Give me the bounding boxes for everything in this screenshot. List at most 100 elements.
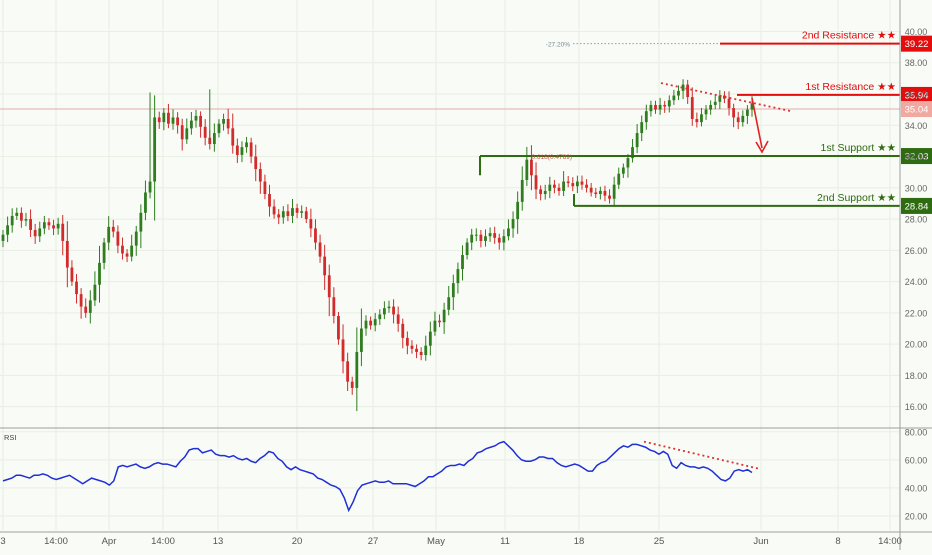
rsi-label: RSI (4, 433, 17, 442)
level-value-text: 35.94 (905, 90, 929, 101)
candle-body (635, 133, 639, 148)
candle-body (589, 187, 593, 193)
candle-body (580, 181, 584, 185)
candle-body (189, 120, 193, 129)
candle-body (153, 117, 157, 182)
candle-body (387, 306, 391, 309)
candle-body (557, 187, 561, 191)
candle-body (405, 337, 409, 346)
candle-body (258, 169, 262, 182)
candle-body (553, 184, 556, 188)
candle-body (658, 104, 662, 110)
candle-body (424, 345, 428, 356)
candle-body (212, 133, 216, 145)
candle-body (474, 234, 478, 236)
candle-body (736, 117, 740, 123)
candle-body (130, 245, 134, 257)
candle-body (346, 361, 350, 382)
candle-body (608, 195, 611, 199)
level-value-text: 32.03 (905, 152, 929, 163)
time-tick-label: 14:00 (44, 536, 68, 547)
price-tick-label: 40.00 (905, 27, 928, 37)
candle-body (631, 147, 634, 159)
candle-body (300, 211, 304, 213)
candle-body (369, 320, 373, 326)
candle-body (318, 242, 322, 257)
candle-body (65, 240, 69, 268)
candle-body (19, 212, 23, 221)
candle-body (507, 228, 510, 237)
candle-body (10, 215, 14, 226)
candle-body (727, 98, 731, 109)
candle-body (470, 234, 474, 243)
candle-body (603, 190, 607, 196)
candle-body (663, 104, 667, 107)
candle-body (281, 211, 285, 218)
candle-body (392, 306, 395, 315)
candle-body (644, 111, 648, 123)
candle-body (1, 234, 5, 241)
time-tick-label: 3 (0, 536, 5, 547)
candle-body (373, 319, 377, 326)
candle-body (277, 214, 281, 218)
price-tick-label: 16.00 (905, 402, 928, 412)
current-price-tag (901, 100, 932, 117)
candle-body (6, 225, 9, 235)
candle-body (176, 117, 180, 126)
price-tick-label: 28.00 (905, 215, 928, 225)
candle-body (700, 114, 703, 123)
candle-body (203, 126, 207, 138)
price-tick-label: 30.00 (905, 183, 928, 193)
candle-body (451, 283, 455, 298)
candle-body (332, 297, 336, 316)
candle-body (56, 223, 60, 229)
candle-body (640, 122, 644, 134)
rsi-tick-label: 60.00 (905, 455, 928, 465)
candle-body (364, 320, 368, 329)
candle-body (93, 284, 97, 301)
level-value-tag (901, 86, 932, 103)
candle-body (497, 237, 501, 243)
rsi-panel: RSI (0, 427, 932, 513)
candle-body (672, 95, 676, 101)
candle-body (520, 179, 524, 202)
candle-body (194, 115, 198, 121)
candle-body (401, 323, 405, 338)
candle-body (272, 206, 276, 215)
candle-body (235, 145, 239, 155)
candlestick-series (1, 79, 754, 412)
candle-body (534, 175, 538, 190)
candle-body (263, 181, 267, 195)
candle-body (309, 219, 313, 229)
candle-body (667, 100, 671, 107)
candle-body (254, 156, 258, 170)
down-arrow-shaft (751, 97, 763, 149)
time-tick-label: 27 (368, 536, 379, 547)
candle-body (107, 226, 111, 243)
time-tick-label: May (427, 536, 445, 547)
candle-body (598, 190, 602, 195)
rsi-line (2, 440, 753, 513)
candle-body (750, 103, 754, 110)
time-tick-label: Jun (753, 536, 768, 547)
time-tick-label: 8 (835, 536, 840, 547)
candle-body (612, 184, 616, 199)
candle-body (493, 233, 497, 238)
price-tick-label: 24.00 (905, 277, 928, 287)
candle-body (396, 314, 400, 324)
rsi-tick-label: 40.00 (905, 483, 928, 493)
candle-body (226, 119, 230, 129)
candle-body (295, 208, 299, 213)
candle-body (516, 201, 520, 220)
support-resistance-levels: 2nd Resistance ★★ 39.22 1st Resistance ★★ 3… (479, 30, 932, 214)
candle-body (116, 231, 120, 246)
candle-body (111, 226, 115, 232)
candle-body (157, 117, 161, 123)
candle-body (649, 104, 653, 112)
time-tick-label: 20 (292, 536, 303, 547)
candle-body (360, 328, 363, 352)
level-value-text: 28.84 (905, 201, 929, 212)
candle-body (433, 320, 437, 332)
